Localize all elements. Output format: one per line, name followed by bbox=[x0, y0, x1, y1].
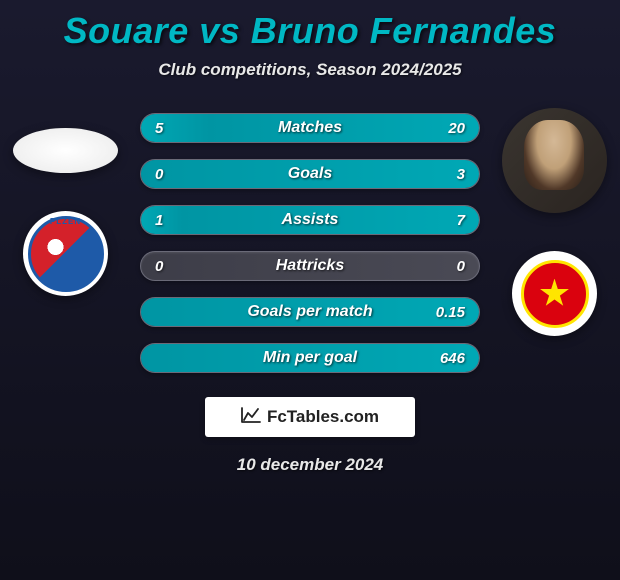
comparison-title: Souare vs Bruno Fernandes bbox=[0, 10, 620, 52]
stat-label: Goals per match bbox=[141, 303, 479, 321]
date-text: 10 december 2024 bbox=[0, 455, 620, 475]
stat-row: 0Hattricks0 bbox=[140, 251, 480, 281]
stat-value-right: 3 bbox=[457, 166, 465, 183]
chart-icon bbox=[241, 407, 261, 428]
stat-row: 0Goals3 bbox=[140, 159, 480, 189]
stat-row: Min per goal646 bbox=[140, 343, 480, 373]
stat-label: Assists bbox=[141, 211, 479, 229]
stat-label: Min per goal bbox=[141, 349, 479, 367]
stat-label: Matches bbox=[141, 119, 479, 137]
stat-value-right: 0 bbox=[457, 258, 465, 275]
stat-row: 1Assists7 bbox=[140, 205, 480, 235]
comparison-subtitle: Club competitions, Season 2024/2025 bbox=[0, 60, 620, 80]
right-player-column bbox=[497, 108, 612, 336]
stat-value-right: 7 bbox=[457, 212, 465, 229]
infographic-container: Souare vs Bruno Fernandes Club competiti… bbox=[0, 0, 620, 475]
left-player-column bbox=[8, 108, 123, 296]
left-player-avatar bbox=[13, 128, 118, 173]
stats-list: 5Matches200Goals31Assists70Hattricks0Goa… bbox=[140, 108, 480, 373]
right-club-badge bbox=[512, 251, 597, 336]
stat-value-right: 20 bbox=[448, 120, 465, 137]
comparison-body: 5Matches200Goals31Assists70Hattricks0Goa… bbox=[0, 108, 620, 373]
stat-row: 5Matches20 bbox=[140, 113, 480, 143]
stat-value-right: 646 bbox=[440, 350, 465, 367]
stat-value-right: 0.15 bbox=[436, 304, 465, 321]
source-text: FcTables.com bbox=[267, 407, 379, 427]
right-player-avatar bbox=[502, 108, 607, 213]
stat-row: Goals per match0.15 bbox=[140, 297, 480, 327]
stat-label: Goals bbox=[141, 165, 479, 183]
left-club-badge bbox=[23, 211, 108, 296]
source-badge: FcTables.com bbox=[205, 397, 415, 437]
stat-label: Hattricks bbox=[141, 257, 479, 275]
